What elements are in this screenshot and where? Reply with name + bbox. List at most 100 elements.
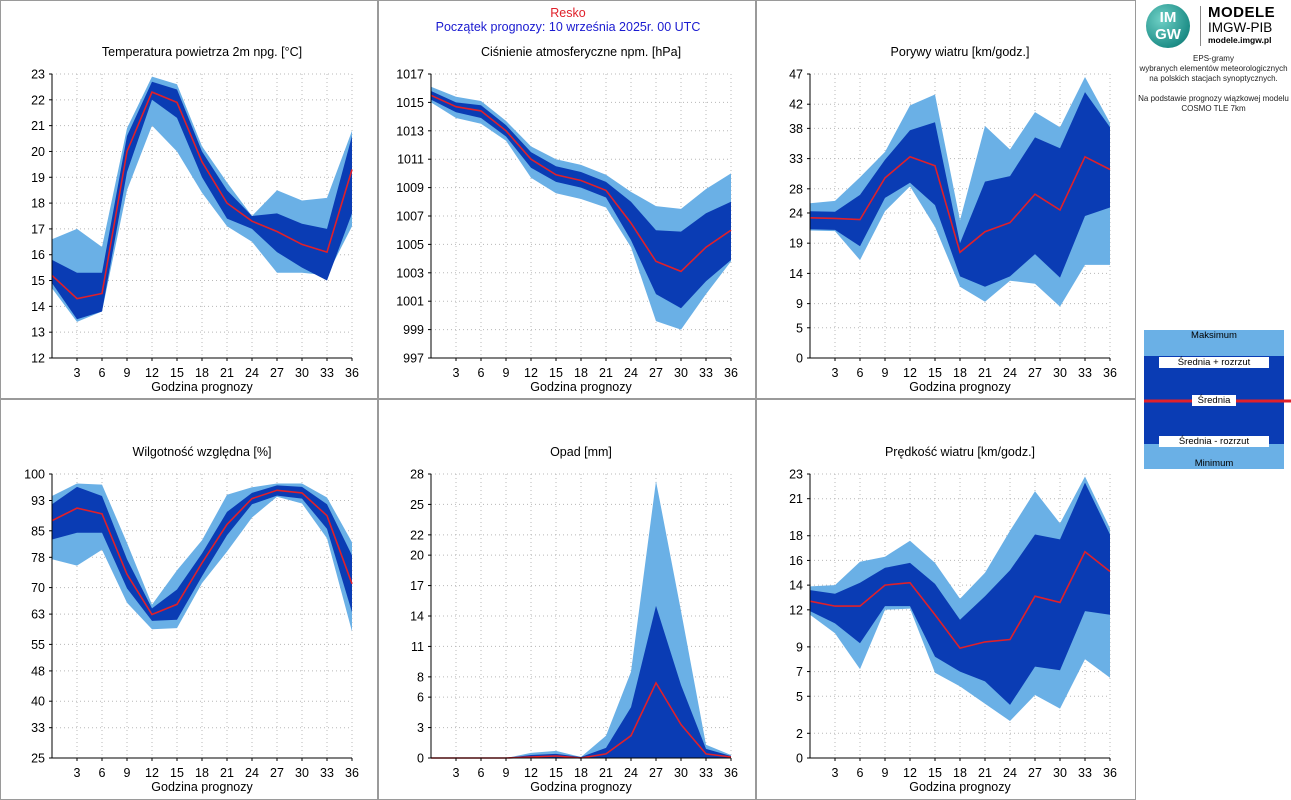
description-line xyxy=(1136,84,1291,94)
x-tick-label: 6 xyxy=(857,766,864,780)
y-tick-label: 42 xyxy=(789,98,803,112)
x-tick-label: 36 xyxy=(724,766,738,780)
x-axis-label: Godzina prognozy xyxy=(530,380,632,394)
x-tick-label: 6 xyxy=(478,366,485,380)
y-tick-label: 93 xyxy=(31,494,45,508)
x-tick-label: 12 xyxy=(903,766,917,780)
x-tick-label: 27 xyxy=(270,766,284,780)
y-tick-label: 9 xyxy=(796,297,803,311)
x-tick-label: 27 xyxy=(270,366,284,380)
x-tick-label: 30 xyxy=(295,366,309,380)
x-tick-label: 36 xyxy=(1103,366,1117,380)
x-tick-label: 15 xyxy=(928,366,942,380)
y-tick-label: 25 xyxy=(410,498,424,512)
x-tick-label: 24 xyxy=(1003,766,1017,780)
x-tick-label: 24 xyxy=(624,366,638,380)
y-tick-label: 33 xyxy=(789,152,803,166)
y-tick-label: 15 xyxy=(31,274,45,288)
x-tick-label: 33 xyxy=(1078,766,1092,780)
y-tick-label: 0 xyxy=(796,752,803,766)
logo-url: modele.imgw.pl xyxy=(1208,35,1272,45)
band-mean-spread xyxy=(52,485,352,621)
x-tick-label: 27 xyxy=(649,366,663,380)
y-tick-label: 14 xyxy=(789,579,803,593)
x-tick-label: 21 xyxy=(220,366,234,380)
x-tick-label: 21 xyxy=(599,366,613,380)
y-tick-label: 997 xyxy=(403,352,424,366)
description-line: Na podstawie prognozy wiązkowej modelu xyxy=(1138,94,1289,103)
mean-series-line xyxy=(430,94,732,273)
x-tick-label: 15 xyxy=(549,366,563,380)
y-tick-label: 8 xyxy=(417,670,424,684)
y-tick-label: 1013 xyxy=(396,124,424,138)
description-line: na polskich stacjach synoptycznych. xyxy=(1149,74,1278,83)
y-tick-label: 1005 xyxy=(396,238,424,252)
y-tick-label: 3 xyxy=(417,721,424,735)
y-tick-label: 14 xyxy=(410,610,424,624)
y-tick-label: 12 xyxy=(31,352,45,366)
x-tick-label: 3 xyxy=(832,366,839,380)
y-tick-label: 16 xyxy=(31,248,45,262)
x-tick-label: 33 xyxy=(699,766,713,780)
y-tick-label: 7 xyxy=(796,665,803,679)
x-tick-label: 24 xyxy=(245,766,259,780)
description: EPS-gramy wybranych elementów meteorolog… xyxy=(1136,54,1291,114)
chart-panel-4: Wilgotność względna [%]25334048556370788… xyxy=(24,445,359,794)
imgw-logo[interactable]: IM GW MODELE IMGW-PIB modele.imgw.pl xyxy=(1146,4,1288,48)
x-tick-label: 18 xyxy=(953,366,967,380)
y-tick-label: 47 xyxy=(789,68,803,82)
y-tick-label: 33 xyxy=(31,721,45,735)
x-tick-label: 12 xyxy=(903,366,917,380)
x-tick-label: 3 xyxy=(453,366,460,380)
x-tick-label: 15 xyxy=(170,766,184,780)
legend-band-max xyxy=(1144,330,1284,356)
description-line: EPS-gramy xyxy=(1193,54,1234,63)
legend-label-max: Maksimum xyxy=(1191,330,1237,341)
x-tick-label: 18 xyxy=(195,366,209,380)
logo-mark-bottom: GW xyxy=(1155,26,1181,43)
logo-title: MODELE xyxy=(1208,4,1276,21)
x-tick-label: 9 xyxy=(503,366,510,380)
x-tick-label: 21 xyxy=(978,766,992,780)
y-tick-label: 1015 xyxy=(396,96,424,110)
x-tick-label: 21 xyxy=(978,366,992,380)
x-axis-label: Godzina prognozy xyxy=(909,780,1011,794)
x-tick-label: 6 xyxy=(478,766,485,780)
y-tick-label: 1017 xyxy=(396,68,424,82)
x-tick-label: 3 xyxy=(74,366,81,380)
y-tick-label: 85 xyxy=(31,524,45,538)
x-tick-label: 3 xyxy=(832,766,839,780)
y-tick-label: 16 xyxy=(789,554,803,568)
x-tick-label: 30 xyxy=(674,366,688,380)
x-tick-label: 6 xyxy=(857,366,864,380)
logo-mark-top: IM xyxy=(1159,9,1177,26)
panel-frame xyxy=(756,0,1136,399)
chart-title: Prędkość wiatru [km/godz.] xyxy=(885,445,1035,459)
chart-title: Ciśnienie atmosferyczne npm. [hPa] xyxy=(481,45,681,59)
x-tick-label: 9 xyxy=(124,766,131,780)
y-tick-label: 1009 xyxy=(396,181,424,195)
x-tick-label: 9 xyxy=(882,366,889,380)
band-mean-spread xyxy=(431,605,731,758)
y-tick-label: 38 xyxy=(789,122,803,136)
x-tick-label: 36 xyxy=(1103,766,1117,780)
chart-header: Resko Początek prognozy: 10 września 202… xyxy=(380,6,756,34)
band-legend: Maksimum Średnia + rozrzut Średnia - roz… xyxy=(1144,330,1291,469)
x-tick-label: 27 xyxy=(1028,766,1042,780)
x-tick-label: 33 xyxy=(320,366,334,380)
y-tick-label: 0 xyxy=(417,752,424,766)
x-tick-label: 12 xyxy=(524,366,538,380)
x-tick-label: 9 xyxy=(882,766,889,780)
y-tick-label: 48 xyxy=(31,664,45,678)
y-tick-label: 20 xyxy=(31,145,45,159)
band-mean-spread xyxy=(810,482,1110,705)
y-tick-label: 17 xyxy=(410,579,424,593)
y-tick-label: 28 xyxy=(410,468,424,482)
x-tick-label: 15 xyxy=(549,766,563,780)
x-tick-label: 33 xyxy=(699,366,713,380)
y-tick-label: 6 xyxy=(417,691,424,705)
y-tick-label: 63 xyxy=(31,608,45,622)
y-tick-label: 1003 xyxy=(396,266,424,280)
